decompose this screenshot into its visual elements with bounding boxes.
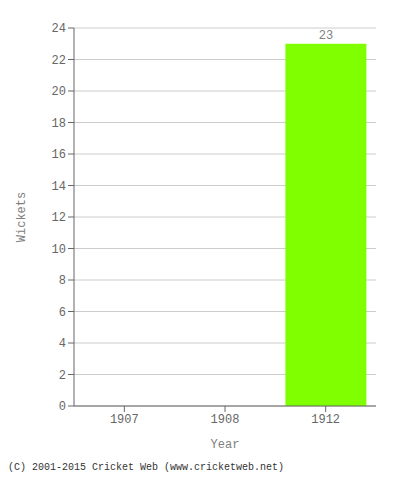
svg-text:23: 23 (319, 29, 333, 43)
svg-text:12: 12 (52, 211, 66, 225)
svg-text:22: 22 (52, 54, 66, 68)
svg-text:16: 16 (52, 148, 66, 162)
svg-text:1912: 1912 (311, 413, 340, 427)
svg-text:8: 8 (59, 274, 66, 288)
svg-text:20: 20 (52, 85, 66, 99)
svg-text:14: 14 (52, 180, 66, 194)
svg-text:24: 24 (52, 22, 66, 36)
svg-text:1908: 1908 (211, 413, 240, 427)
svg-text:Year: Year (211, 438, 240, 452)
svg-text:10: 10 (52, 243, 66, 257)
svg-text:2: 2 (59, 369, 66, 383)
svg-text:Wickets: Wickets (15, 192, 29, 242)
html-text:(C) 2001-2015 Cricket Web (www: (C) 2001-2015 Cricket Web (www.cricketwe… (8, 462, 284, 473)
svg-text:18: 18 (52, 117, 66, 131)
svg-text:6: 6 (59, 306, 66, 320)
svg-text:0: 0 (59, 400, 66, 414)
svg-text:4: 4 (59, 337, 66, 351)
svg-text:1907: 1907 (110, 413, 139, 427)
